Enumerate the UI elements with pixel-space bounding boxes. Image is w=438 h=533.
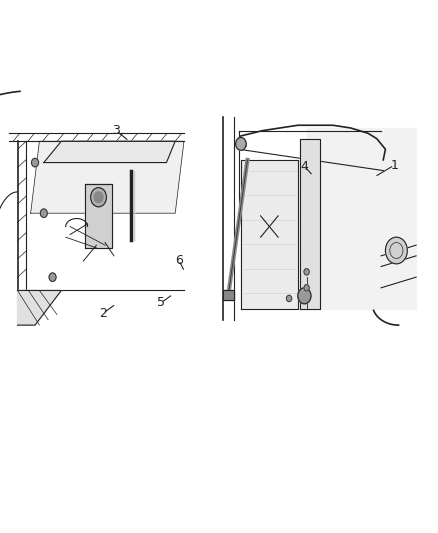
Text: 3: 3 (112, 124, 120, 137)
Polygon shape (31, 141, 184, 213)
Text: 2: 2 (99, 307, 107, 320)
Text: 4: 4 (300, 160, 308, 173)
Circle shape (286, 295, 292, 302)
Polygon shape (18, 290, 61, 325)
Circle shape (49, 273, 56, 281)
Polygon shape (44, 141, 175, 163)
Polygon shape (223, 290, 234, 300)
Polygon shape (307, 128, 416, 309)
Circle shape (298, 288, 311, 304)
Circle shape (385, 237, 407, 264)
Polygon shape (241, 160, 298, 309)
Circle shape (91, 188, 106, 207)
Circle shape (304, 269, 309, 275)
Circle shape (236, 138, 246, 150)
Circle shape (40, 209, 47, 217)
Circle shape (32, 158, 39, 167)
Circle shape (304, 285, 309, 291)
Circle shape (94, 192, 103, 203)
Polygon shape (85, 184, 112, 248)
Text: 5: 5 (157, 296, 165, 309)
Text: 6: 6 (175, 254, 183, 266)
Text: 1: 1 (390, 159, 398, 172)
Polygon shape (300, 139, 320, 309)
